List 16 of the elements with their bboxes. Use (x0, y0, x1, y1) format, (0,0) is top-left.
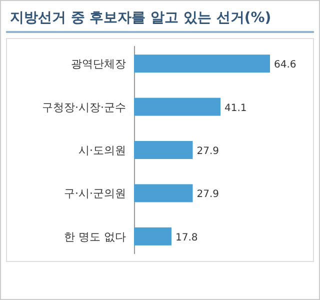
y-tick-label: 한 명도 없다 (64, 230, 126, 244)
data-label: 64.6 (274, 60, 296, 71)
data-label: 27.9 (196, 189, 219, 200)
y-tick-label: 구청장·시장·군수 (42, 100, 126, 114)
y-tick-label: 시·도의원 (78, 144, 126, 157)
y-tick-label: 구·시·군의원 (64, 187, 126, 200)
bar (134, 184, 193, 202)
bar (134, 54, 270, 73)
data-label: 27.9 (196, 146, 219, 157)
bar (134, 98, 221, 116)
y-tick-label: 광역단체장 (71, 58, 126, 71)
bar (134, 227, 172, 246)
bar (134, 141, 193, 159)
data-label: 41.1 (224, 102, 247, 114)
chart-title: 지방선거 중 후보자를 알고 있는 선거(%) (10, 10, 272, 26)
data-label: 17.8 (175, 232, 198, 244)
